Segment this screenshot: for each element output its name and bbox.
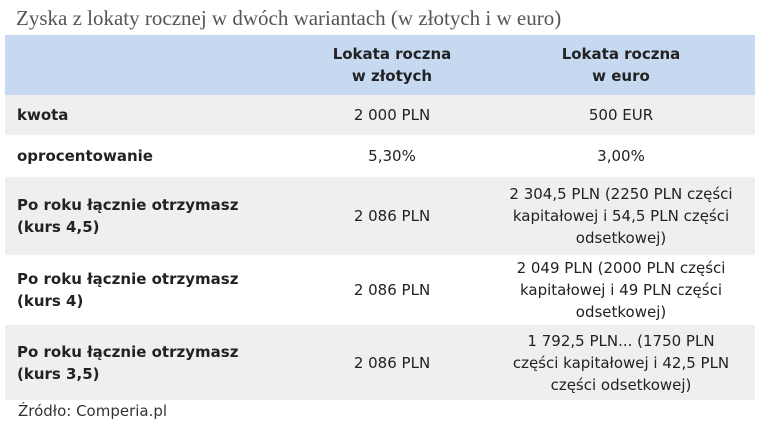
cell: Lokata roczna w złotych: [297, 35, 487, 95]
cell: 2 086 PLN: [297, 325, 487, 400]
cell: 2 304,5 PLN (2250 PLN części kapitałowej …: [487, 177, 755, 255]
cell-line: Lokata roczna: [561, 45, 681, 63]
cell-line: kapitałowej i 54,5 PLN części: [512, 207, 730, 225]
cell-line: 2 000 PLN: [353, 106, 431, 124]
cell: Po roku łącznie otrzymasz (kurs 4): [5, 255, 297, 325]
table: Lokata roczna w złotych Lokata roczna w eur…: [5, 35, 755, 400]
cell-line: 2 086 PLN: [353, 281, 431, 299]
cell-line: Po roku łącznie otrzymasz: [17, 342, 239, 361]
cell: Lokata roczna w euro: [487, 35, 755, 95]
cell-line: w złotych: [351, 67, 433, 85]
cell: 2 086 PLN: [297, 255, 487, 325]
source: Źródło: Comperia.pl: [18, 402, 168, 420]
cell-line: 3,00%: [597, 147, 645, 165]
cell-line: 500 EUR: [588, 106, 654, 124]
cell-line: części kapitałowej i 42,5 PLN: [512, 353, 730, 372]
header-cell: [5, 35, 297, 95]
cell-line: części odsetkowej): [550, 375, 692, 394]
cell-line: kwota: [17, 106, 69, 124]
cell-line: 2 086 PLN: [353, 207, 431, 225]
cell-line: odsetkowej): [575, 303, 667, 321]
cell: 1 792,5 PLN... (1750 PLN części kapitałow…: [487, 325, 755, 400]
cell: Po roku łącznie otrzymasz (kurs 4,5): [5, 177, 297, 255]
header-row: Lokata roczna w złotych Lokata roczna w eur…: [5, 35, 755, 95]
row: kwota 2 000 PLN 500 EUR: [5, 95, 755, 135]
cell-line: odsetkowej): [575, 229, 667, 247]
cell: kwota: [5, 95, 297, 135]
cell-line: (kurs 4,5): [17, 218, 100, 236]
cell: 5,30%: [297, 135, 487, 177]
cell-line: 2 086 PLN: [353, 353, 431, 372]
cell-line: Lokata roczna: [332, 45, 452, 63]
cell-line: 1 792,5 PLN... (1750 PLN: [527, 331, 715, 350]
cell: 500 EUR: [487, 95, 755, 135]
cell: 2 049 PLN (2000 PLN części kapitałowej i …: [487, 255, 755, 325]
cell-line: kapitałowej i 49 PLN części: [519, 281, 722, 299]
cell: 2 086 PLN: [297, 177, 487, 255]
cell: Po roku łącznie otrzymasz (kurs 3,5): [5, 325, 297, 400]
row: Po roku łącznie otrzymasz (kurs 3,5) 2 086…: [5, 325, 755, 400]
cell-line: Po roku łącznie otrzymasz: [17, 196, 239, 214]
cell-line: w euro: [592, 67, 650, 85]
title: Zyska z lokaty rocznej w dwóch wariantac…: [16, 6, 562, 30]
row: Po roku łącznie otrzymasz (kurs 4) 2 086 P…: [5, 255, 755, 325]
row: oprocentowanie 5,30% 3,00%: [5, 135, 755, 177]
cell: 3,00%: [487, 135, 755, 177]
cell-line: (kurs 4): [17, 292, 84, 310]
cell: 2 000 PLN: [297, 95, 487, 135]
cell-line: 2 049 PLN (2000 PLN części: [516, 259, 726, 277]
cell-line: oprocentowanie: [17, 147, 153, 165]
row: Po roku łącznie otrzymasz (kurs 4,5) 2 086…: [5, 177, 755, 255]
cell: oprocentowanie: [5, 135, 297, 177]
cell-line: 5,30%: [368, 147, 416, 165]
cell-line: (kurs 3,5): [17, 364, 100, 383]
cell-line: Po roku łącznie otrzymasz: [17, 270, 239, 288]
cell-line: 2 304,5 PLN (2250 PLN części: [509, 185, 733, 203]
